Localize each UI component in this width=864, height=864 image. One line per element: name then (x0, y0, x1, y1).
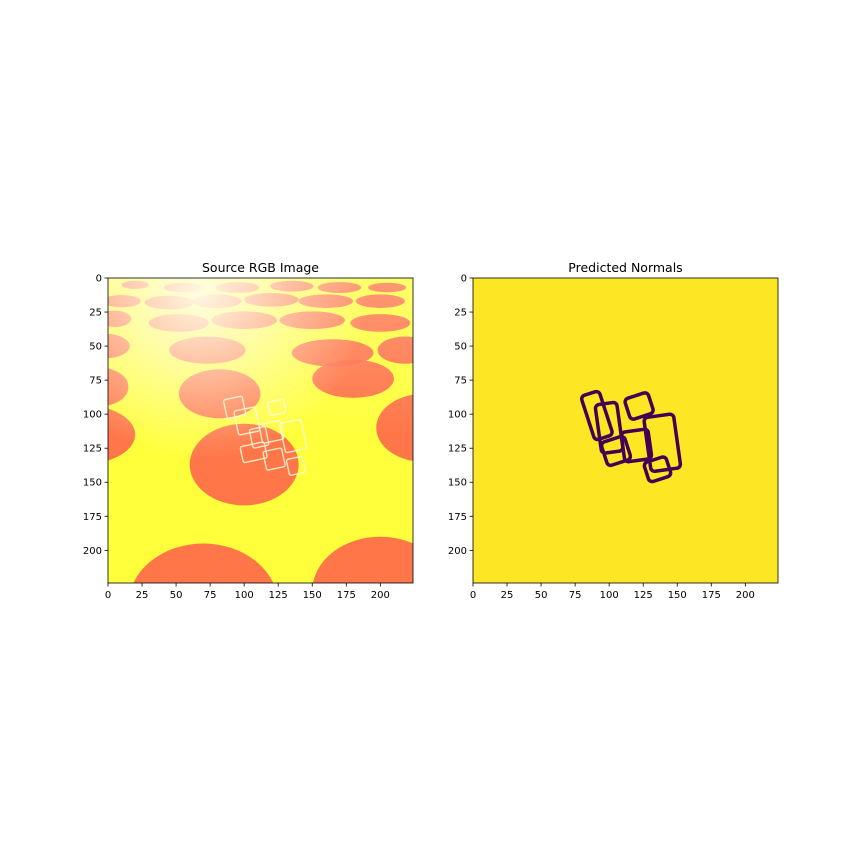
object-outlines (579, 389, 683, 484)
object-outline-cube-1 (579, 389, 614, 442)
glass-cube (267, 398, 287, 417)
left-x-tick-label: 175 (337, 590, 356, 601)
right-y-tick-label: 0 (461, 274, 467, 285)
left-x-tick-label: 75 (204, 590, 217, 601)
left-y-tick-label: 25 (89, 308, 102, 319)
left-x-tick-label: 200 (371, 590, 390, 601)
right-x-axis: 0 25 50 75 100 125 150 175 200 (470, 583, 755, 601)
right-y-tick-label: 125 (448, 444, 467, 455)
glass-cube (248, 425, 270, 449)
glass-cube (262, 447, 286, 471)
right-y-tick-label: 75 (454, 376, 467, 387)
right-x-tick-label: 150 (668, 590, 687, 601)
left-y-tick-label: 50 (89, 342, 102, 353)
glass-cube (239, 441, 268, 464)
glass-cubes (222, 395, 308, 476)
left-y-tick-label: 175 (83, 512, 102, 523)
right-y-tick-label: 25 (454, 308, 467, 319)
left-x-axis: 0 25 50 75 100 125 150 175 200 (105, 583, 390, 601)
left-frame (107, 277, 414, 584)
left-panel-title: Source RGB Image (202, 260, 319, 275)
right-axes: Predicted Normals 0 25 50 75 100 125 150 175 200… (448, 260, 779, 601)
object-outline-cube-3 (599, 434, 633, 468)
right-x-tick-label: 0 (470, 590, 476, 601)
right-y-axis: 0 25 50 75 100 125 150 175 200 (448, 274, 473, 557)
left-y-axis: 0 25 50 75 100 125 150 175 200 (83, 274, 108, 557)
left-axes: Source RGB Image 0 25 50 75 100 125 150 175 200 … (83, 260, 414, 601)
object-outline-cube-4 (619, 427, 654, 464)
left-y-tick-label: 200 (83, 546, 102, 557)
left-x-tick-label: 50 (170, 590, 183, 601)
left-y-tick-label: 125 (83, 444, 102, 455)
glass-cube (279, 418, 308, 454)
normals-image (473, 278, 778, 583)
left-x-tick-label: 0 (105, 590, 111, 601)
left-x-tick-label: 125 (269, 590, 288, 601)
right-x-tick-label: 25 (501, 590, 514, 601)
left-x-tick-label: 25 (136, 590, 149, 601)
right-x-tick-label: 175 (702, 590, 721, 601)
right-x-tick-label: 75 (569, 590, 582, 601)
object-outline-cube-2 (593, 400, 625, 455)
right-y-tick-label: 200 (448, 546, 467, 557)
glass-cube (222, 395, 247, 419)
right-panel-title: Predicted Normals (568, 260, 682, 275)
left-x-tick-label: 150 (303, 590, 322, 601)
right-x-tick-label: 100 (600, 590, 619, 601)
glass-cube (285, 455, 306, 476)
right-y-tick-label: 175 (448, 512, 467, 523)
haze-overlay (108, 278, 413, 438)
right-x-tick-label: 50 (535, 590, 548, 601)
source-image (108, 278, 413, 583)
left-y-tick-label: 150 (83, 478, 102, 489)
left-y-tick-label: 75 (89, 376, 102, 387)
right-y-tick-label: 150 (448, 478, 467, 489)
right-frame (472, 277, 779, 584)
left-y-tick-label: 100 (83, 410, 102, 421)
right-x-tick-label: 125 (634, 590, 653, 601)
right-x-tick-label: 200 (736, 590, 755, 601)
glass-cube (258, 419, 285, 444)
left-y-tick-label: 0 (96, 274, 102, 285)
right-y-tick-label: 100 (448, 410, 467, 421)
object-outline-cube-5 (623, 391, 655, 421)
object-outline-cube-6 (642, 412, 683, 474)
right-y-tick-label: 50 (454, 342, 467, 353)
object-outline-cube-7 (642, 455, 673, 484)
left-x-tick-label: 100 (235, 590, 254, 601)
